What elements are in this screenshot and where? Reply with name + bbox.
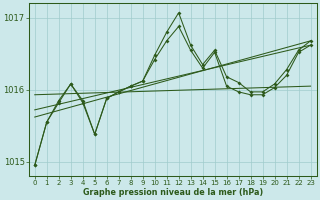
X-axis label: Graphe pression niveau de la mer (hPa): Graphe pression niveau de la mer (hPa): [83, 188, 263, 197]
